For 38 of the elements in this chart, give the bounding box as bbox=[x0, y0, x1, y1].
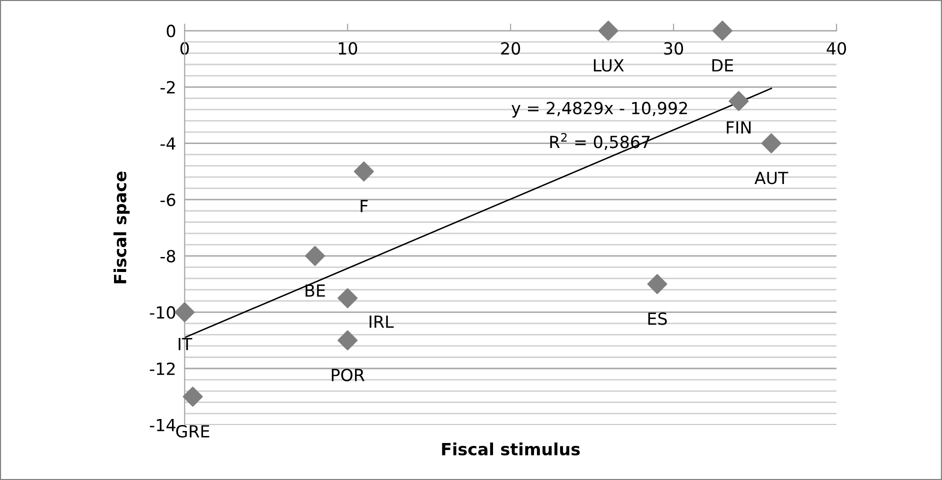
annotation: BE bbox=[306, 284, 325, 297]
y-tick-label: -6 bbox=[160, 194, 176, 206]
y-tick-label: -10 bbox=[150, 306, 176, 319]
point bbox=[338, 288, 358, 308]
x-tick-label: 10 bbox=[338, 42, 358, 55]
y-tick-label: -4 bbox=[160, 137, 176, 150]
annotation: LUX bbox=[594, 59, 624, 72]
annotation: IRL bbox=[370, 316, 394, 328]
annotation: AUT bbox=[754, 172, 788, 184]
annotation: DE bbox=[712, 59, 734, 72]
annotation: FIN bbox=[726, 121, 751, 134]
y-tick-label: -14 bbox=[150, 418, 176, 432]
point bbox=[304, 246, 326, 266]
point bbox=[598, 20, 618, 41]
point bbox=[761, 133, 782, 154]
y-tick-label: 0 bbox=[166, 24, 176, 38]
y-axis-title: Fiscal space bbox=[114, 172, 130, 284]
annotation: POR bbox=[332, 368, 364, 382]
x-tick-label: 0 bbox=[180, 42, 189, 55]
point bbox=[647, 274, 668, 294]
y-tick-label: -12 bbox=[150, 362, 175, 375]
x-tick-label: 40 bbox=[826, 42, 846, 55]
point bbox=[354, 161, 374, 182]
point bbox=[182, 386, 203, 407]
annotation: ES bbox=[648, 312, 667, 326]
x-axis-title: Fiscal stimulus bbox=[442, 442, 580, 456]
annotation: y = 2,4829x - 10,992 bbox=[512, 102, 687, 118]
x-tick-label: 30 bbox=[664, 42, 684, 55]
point bbox=[712, 20, 732, 41]
annotation: IT bbox=[178, 338, 192, 350]
point bbox=[728, 91, 749, 112]
point bbox=[174, 302, 195, 322]
point bbox=[338, 330, 358, 350]
y-tick-label: -8 bbox=[160, 250, 176, 262]
annotation: GRE bbox=[176, 424, 210, 438]
annotation: F bbox=[360, 200, 368, 212]
x-tick-label: 20 bbox=[501, 42, 520, 55]
y-tick-label: -2 bbox=[160, 80, 175, 94]
